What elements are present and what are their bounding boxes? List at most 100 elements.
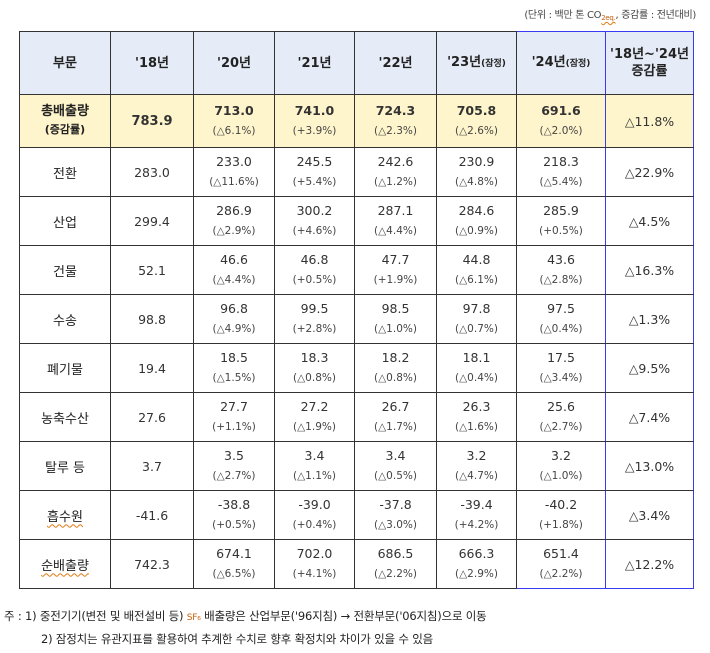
rate-2018-2024: △3.4% <box>605 490 694 540</box>
change: (+0.5%) <box>539 225 583 237</box>
table-row: 건물 52.1 46.6 (△4.4%) 46.8 (+0.5%) 47.7 (+1.9%) 4… <box>19 245 694 295</box>
value: -40.2 <box>544 497 578 512</box>
cell-2023: 230.9 (△4.8%) <box>436 147 517 197</box>
change: (△0.4%) <box>455 372 498 384</box>
value: 245.5 <box>296 154 333 169</box>
cell-2024: 25.6 (△2.7%) <box>516 392 606 442</box>
change: (△1.0%) <box>374 323 417 335</box>
cell-2023: 3.2 (△4.7%) <box>436 441 517 491</box>
total-2023: 705.8 (△2.6%) <box>436 94 517 148</box>
cell-2023: 18.1 (△0.4%) <box>436 343 517 393</box>
change: (△0.5%) <box>374 470 417 482</box>
change: (△2.0%) <box>539 125 583 137</box>
change: (△2.7%) <box>212 470 256 482</box>
value: 97.5 <box>547 301 575 316</box>
change: (△1.9%) <box>293 421 336 433</box>
cell-2022: 47.7 (+1.9%) <box>354 245 437 295</box>
cell-2024: 43.6 (△2.8%) <box>516 245 606 295</box>
value: 666.3 <box>458 546 495 561</box>
value: -38.8 <box>217 497 251 512</box>
change: (△0.8%) <box>293 372 336 384</box>
value: 218.3 <box>543 154 579 169</box>
unit-note: (단위 : 백만 톤 CO2eq., 증감률 : 전년대비) <box>524 6 696 22</box>
value: 26.3 <box>462 399 491 414</box>
header-2023-label: '23년 <box>447 54 482 70</box>
change: (△5.4%) <box>539 176 583 188</box>
sector-name: 건물 <box>53 264 77 280</box>
change: (+1.1%) <box>212 421 256 433</box>
change: (△4.4%) <box>212 274 256 286</box>
change: (△0.7%) <box>455 323 498 335</box>
sector-label: 탈루 등 <box>19 441 111 491</box>
cell-2023: 284.6 (△0.9%) <box>436 196 517 246</box>
cell-2024: -40.2 (+1.8%) <box>516 490 606 540</box>
header-2021: '21년 <box>274 31 355 95</box>
sector-label: 농축수산 <box>19 392 111 442</box>
footnote-1-suffix: 배출량은 산업부문('96지침) → 전환부문('06지침)으로 이동 <box>200 609 487 623</box>
change: (△2.3%) <box>374 125 417 137</box>
footnote-2: 2) 잠정치는 유관지표를 활용하여 추계한 수치로 향후 확정치와 차이가 있… <box>41 632 433 646</box>
change: (+3.9%) <box>292 125 337 137</box>
header-rate: '18년~'24년 증감률 <box>605 31 694 95</box>
total-2020: 713.0 (△6.1%) <box>193 94 275 148</box>
value: 287.1 <box>377 203 414 218</box>
change: (△4.4%) <box>374 225 417 237</box>
sector-name: 산업 <box>53 215 77 231</box>
header-2023-provisional: (잠정) <box>481 58 506 69</box>
change: (+0.5%) <box>212 519 256 531</box>
value: 47.7 <box>381 252 410 267</box>
table-row: 탈루 등 3.7 3.5 (△2.7%) 3.4 (△1.1%) 3.4 (△0.5%) 3.2… <box>19 441 694 491</box>
table-row: 농축수산 27.6 27.7 (+1.1%) 27.2 (△1.9%) 26.7 (△1.7%… <box>19 392 694 442</box>
value: 300.2 <box>296 203 333 218</box>
value: 702.0 <box>296 546 333 561</box>
value: 99.5 <box>300 301 329 316</box>
change: (△1.2%) <box>374 176 417 188</box>
value: 233.0 <box>216 154 252 169</box>
sector-label: 건물 <box>19 245 111 295</box>
cell-2021: 300.2 (+4.6%) <box>274 196 355 246</box>
total-2022: 724.3 (△2.3%) <box>354 94 437 148</box>
total-sector-label: 총배출량 <box>41 104 89 119</box>
change: (△2.9%) <box>212 225 256 237</box>
value: 98.5 <box>381 301 410 316</box>
sector-name: 폐기물 <box>47 362 83 378</box>
value: 46.8 <box>300 252 329 267</box>
value: 285.9 <box>543 203 579 218</box>
change: (△0.4%) <box>539 323 583 335</box>
cell-2022: -37.8 (△3.0%) <box>354 490 437 540</box>
value-2018: 27.6 <box>110 392 194 442</box>
header-2024: '24년(잠정) <box>516 31 606 95</box>
value: 3.2 <box>466 448 487 463</box>
total-2018: 783.9 <box>110 94 194 148</box>
value: 3.4 <box>385 448 406 463</box>
cell-2022: 98.5 (△1.0%) <box>354 294 437 344</box>
change: (+0.4%) <box>292 519 337 531</box>
rate-2018-2024: △22.9% <box>605 147 694 197</box>
value: 286.9 <box>216 203 252 218</box>
cell-2021: 27.2 (△1.9%) <box>274 392 355 442</box>
change: (+1.9%) <box>373 274 418 286</box>
table-row: 흡수원 -41.6 -38.8 (+0.5%) -39.0 (+0.4%) -37.8 (△3… <box>19 490 694 540</box>
change: (△1.5%) <box>212 372 256 384</box>
value: 25.6 <box>547 399 575 414</box>
cell-2021: 3.4 (△1.1%) <box>274 441 355 491</box>
change: (△2.2%) <box>539 568 583 580</box>
total-rate: △11.8% <box>605 94 694 148</box>
change: (△2.7%) <box>539 421 583 433</box>
value: -39.4 <box>460 497 493 512</box>
header-2018: '18년 <box>110 31 194 95</box>
value-2018: 52.1 <box>110 245 194 295</box>
total-2021: 741.0 (+3.9%) <box>274 94 355 148</box>
value: 674.1 <box>216 546 252 561</box>
change: (+4.1%) <box>292 568 337 580</box>
value: 18.1 <box>462 350 491 365</box>
table-row: 전환 283.0 233.0 (△11.6%) 245.5 (+5.4%) 242.6 (△1… <box>19 147 694 197</box>
cell-2020: 18.5 (△1.5%) <box>193 343 275 393</box>
cell-2022: 26.7 (△1.7%) <box>354 392 437 442</box>
value: 686.5 <box>377 546 414 561</box>
change: (△6.1%) <box>455 274 498 286</box>
rate-2018-2024: △1.3% <box>605 294 694 344</box>
value: 284.6 <box>458 203 495 218</box>
change: (+2.8%) <box>292 323 337 335</box>
emissions-table: 부문 '18년 '20년 '21년 '22년 '23년(잠정) '24년(잠정)… <box>19 31 694 589</box>
